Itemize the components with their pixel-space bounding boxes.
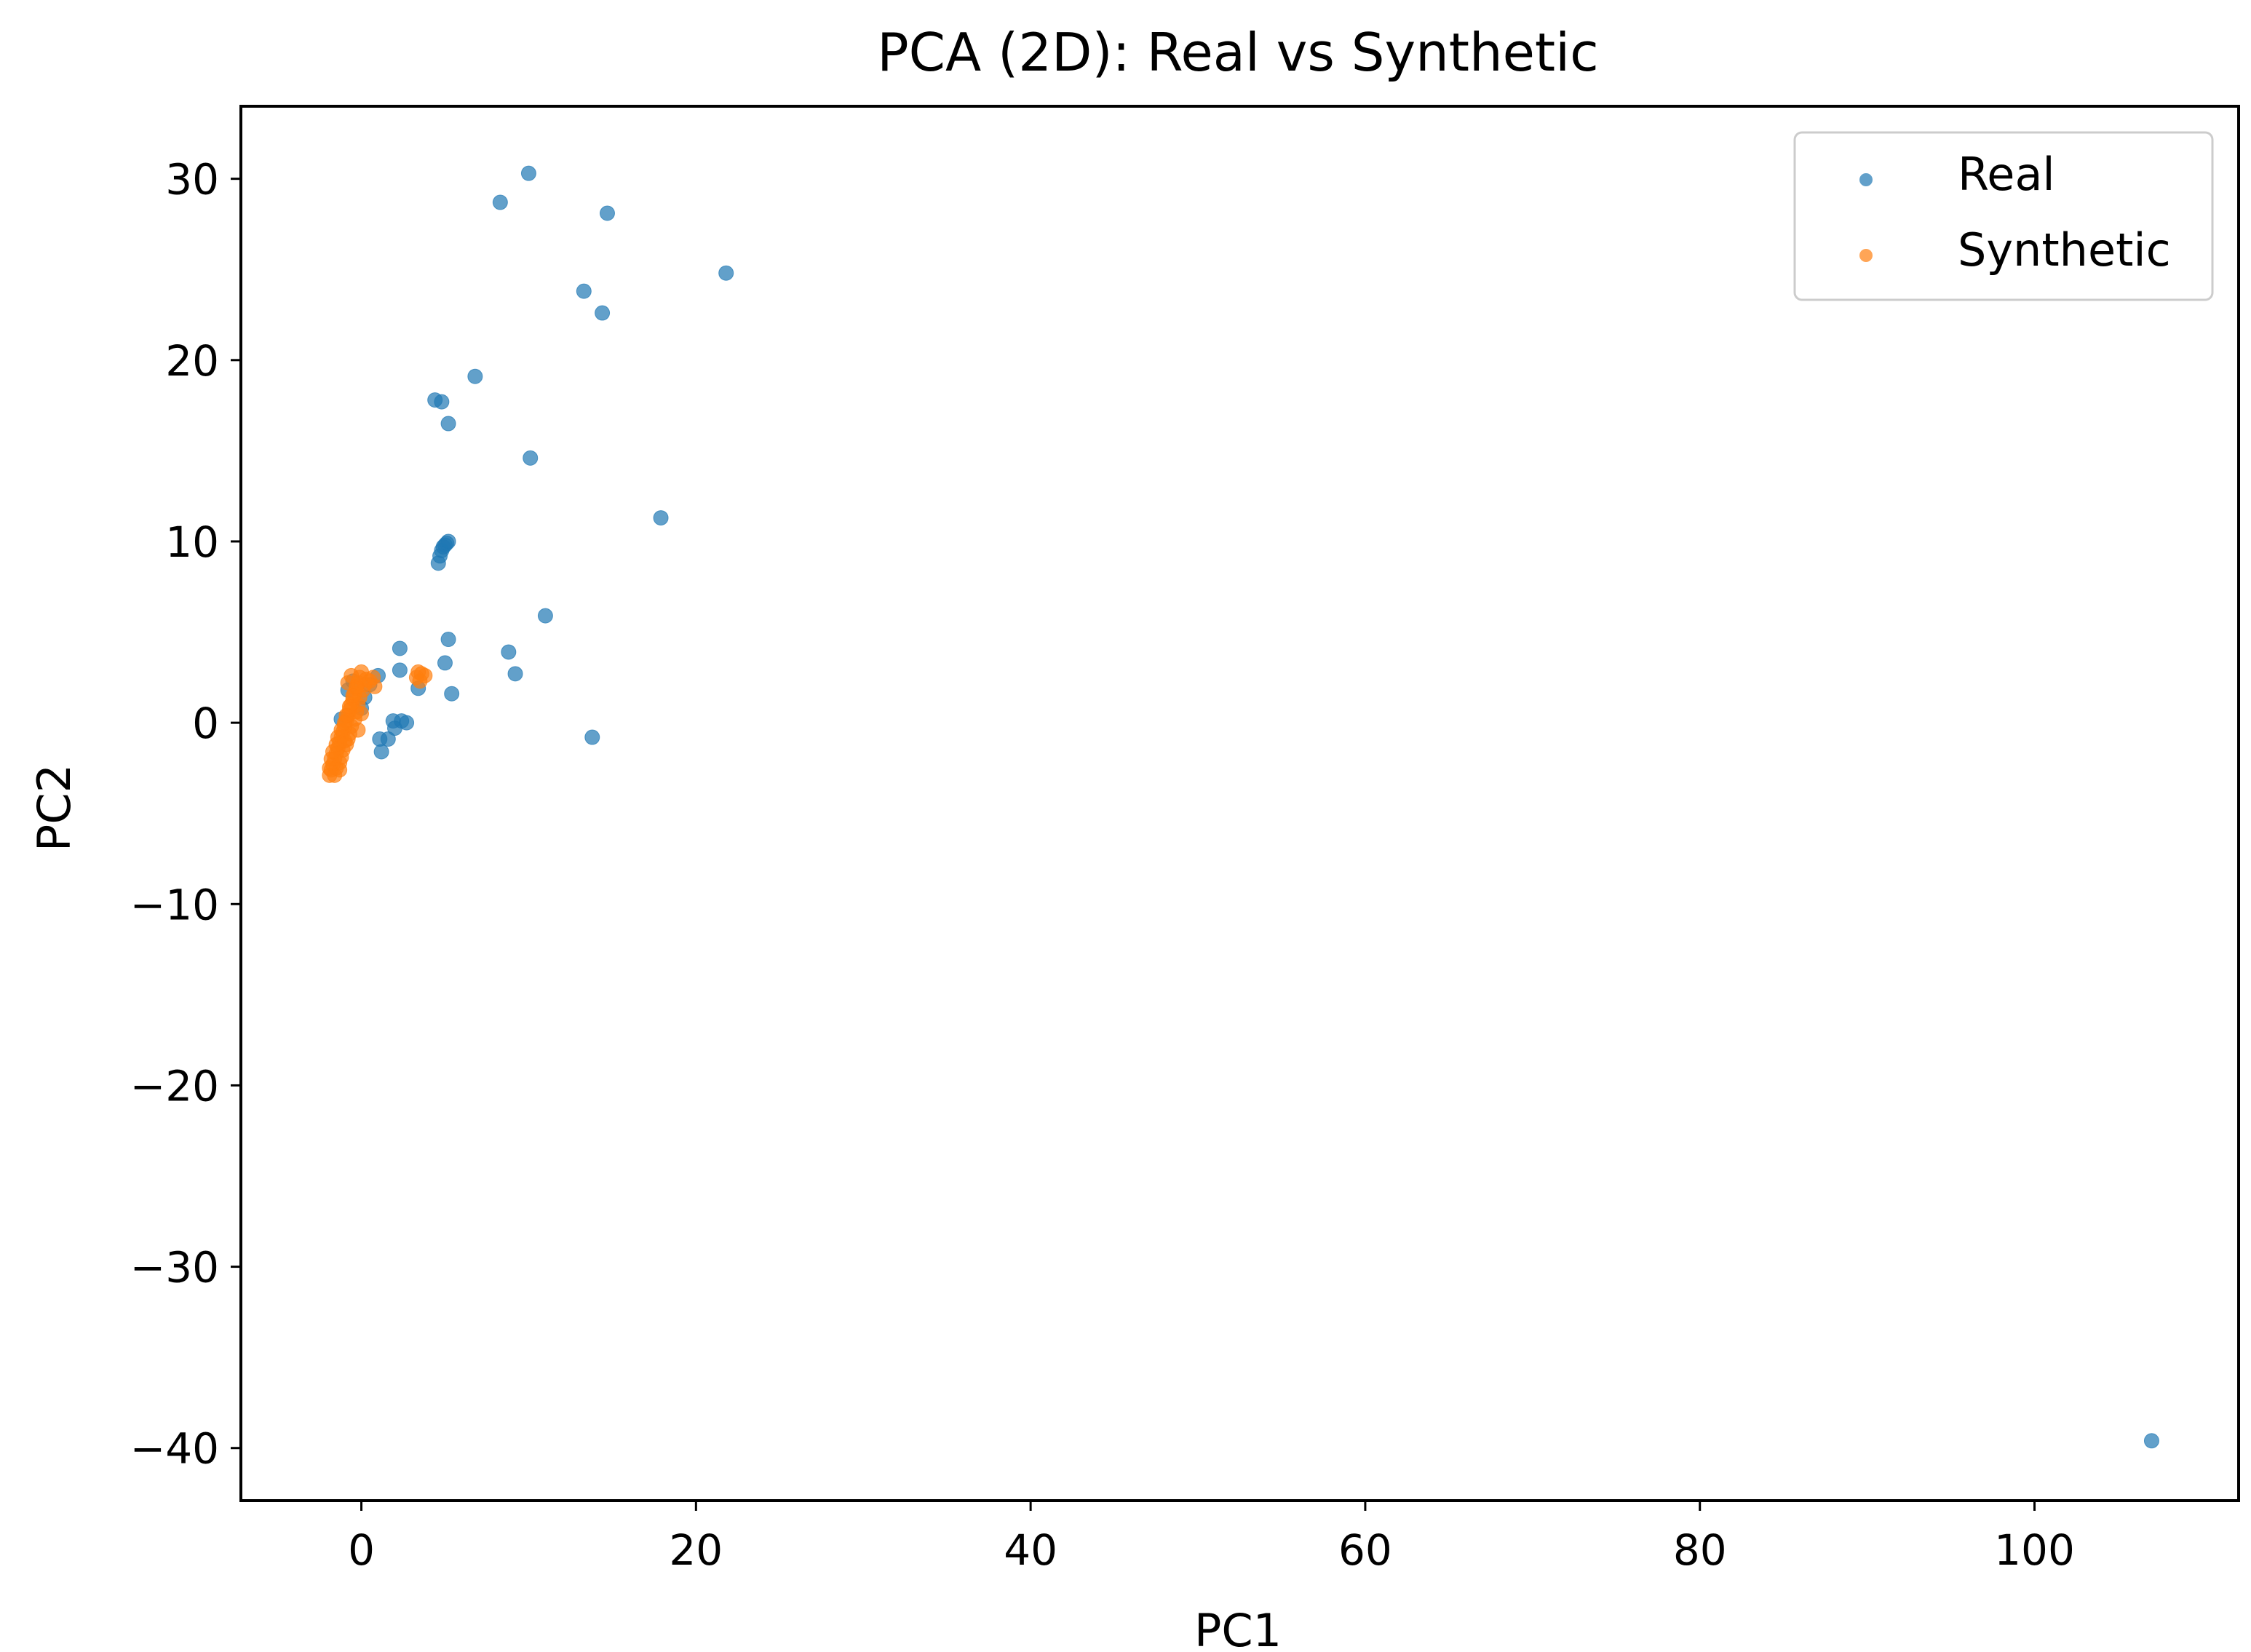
y-tick-label: 20 — [165, 336, 219, 386]
point-synthetic — [337, 733, 353, 749]
point-real — [380, 731, 396, 747]
legend-label-real: Real — [1958, 148, 2055, 201]
legend-marker-real — [1859, 173, 1873, 186]
x-tick-label: 0 — [348, 1525, 375, 1575]
y-tick-label: 0 — [192, 699, 219, 748]
point-synthetic — [344, 667, 360, 683]
y-tick-label: −30 — [130, 1243, 219, 1292]
y-tick-label: 30 — [165, 155, 219, 204]
legend-marker-synthetic — [1859, 249, 1873, 262]
x-axis: 0 20 40 60 80 100 — [348, 1501, 2075, 1575]
point-real — [599, 205, 615, 221]
x-axis-label: PC1 — [1194, 1604, 1282, 1652]
point-synthetic — [332, 762, 348, 778]
point-real — [444, 686, 460, 702]
point-real — [434, 394, 450, 410]
point-real — [576, 283, 592, 299]
point-real — [392, 640, 408, 656]
x-tick-label: 100 — [1994, 1525, 2075, 1575]
point-real — [584, 729, 600, 745]
point-real — [520, 165, 536, 181]
y-tick-label: −20 — [130, 1061, 219, 1111]
legend: Real Synthetic — [1793, 131, 2214, 301]
series-synthetic — [322, 664, 433, 783]
point-real — [437, 655, 453, 671]
y-tick-label: 10 — [165, 517, 219, 567]
x-tick-label: 40 — [1004, 1525, 1057, 1575]
point-real — [440, 533, 456, 549]
point-real — [2143, 1433, 2159, 1449]
y-tick-label: −40 — [130, 1424, 219, 1474]
chart-title: PCA (2D): Real vs Synthetic — [877, 22, 1598, 83]
point-real — [501, 644, 517, 660]
point-real — [595, 305, 611, 321]
point-real — [507, 666, 523, 682]
point-real — [537, 608, 553, 624]
legend-label-synthetic: Synthetic — [1958, 223, 2171, 277]
y-tick-label: −10 — [130, 880, 219, 929]
point-real — [718, 265, 734, 281]
y-axis-label: PC2 — [28, 764, 81, 851]
point-real — [392, 662, 408, 678]
point-synthetic — [354, 706, 370, 722]
x-tick-label: 60 — [1338, 1525, 1392, 1575]
point-real — [440, 416, 456, 432]
x-tick-label: 80 — [1673, 1525, 1727, 1575]
point-real — [373, 744, 389, 760]
point-synthetic — [367, 678, 383, 694]
legend-box — [1793, 131, 2214, 301]
y-axis: −40 −30 −20 −10 0 10 20 30 — [130, 155, 241, 1474]
point-real — [492, 194, 508, 210]
point-real — [467, 368, 483, 384]
plot-area — [239, 105, 2240, 1502]
x-tick-label: 20 — [669, 1525, 723, 1575]
point-real — [440, 632, 456, 648]
point-synthetic — [350, 722, 366, 738]
point-real — [523, 450, 539, 466]
point-synthetic — [410, 664, 426, 680]
point-real — [653, 510, 669, 526]
